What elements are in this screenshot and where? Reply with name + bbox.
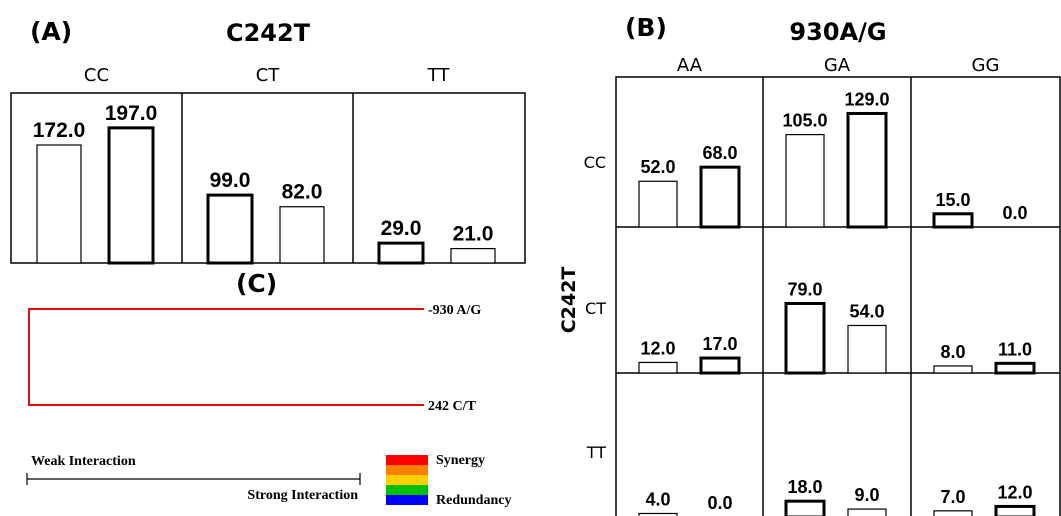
panel-b-row-label: TT <box>586 443 606 462</box>
panel-b-bar <box>932 212 974 229</box>
panel-a-data-label: 172.0 <box>33 119 86 142</box>
legend-color-swatch <box>386 455 428 465</box>
panel-b-data-label: 54.0 <box>849 301 884 321</box>
panel-b-bar <box>784 301 826 375</box>
panel-a-data-label: 82.0 <box>282 181 323 204</box>
panel-a-marks: CC CT TT 172.0 197.0 99.0 82.0 29.0 21.0 <box>33 65 496 265</box>
panel-b: (B) 930A/G C242T AA GA GG CC CT TT 52.0 68.0 105… <box>558 13 1061 516</box>
panel-b-bar <box>784 499 826 516</box>
panel-b-data-label: 7.0 <box>940 487 965 507</box>
panel-b-data-label: 18.0 <box>787 477 822 497</box>
panel-b-frame <box>615 76 1061 516</box>
panel-b-ylabel: C242T <box>558 267 580 334</box>
panel-b-marks: AA GA GG CC CT TT 52.0 68.0 105.0 129.0 15.0 0.0 12.… <box>584 55 1036 516</box>
panel-b-data-label: 68.0 <box>702 143 737 163</box>
legend-color-swatch <box>386 465 428 475</box>
panel-a-title: C242T <box>226 19 311 47</box>
panel-a-bar <box>377 241 425 265</box>
panel-b-bar <box>785 134 825 228</box>
legend-color-swatch <box>386 475 428 485</box>
panel-b-bar <box>699 356 741 375</box>
panel-b-bar <box>699 165 741 229</box>
panel-b-column-label: GG <box>972 55 1000 76</box>
dendrogram-leaf-930: -930 A/G <box>428 303 481 318</box>
interaction-color-legend <box>386 455 428 505</box>
synergy-label: Synergy <box>436 453 485 468</box>
panel-b-bar <box>638 361 678 374</box>
panel-b-data-label: 0.0 <box>1002 203 1027 223</box>
panel-c: (C) -930 A/G 242 C/T Weak Interaction St… <box>26 269 511 508</box>
panel-b-data-label: 12.0 <box>640 338 675 358</box>
panel-a-frame <box>10 92 526 264</box>
panel-b-data-label: 15.0 <box>935 190 970 210</box>
panel-b-data-label: 12.0 <box>997 482 1032 502</box>
panel-a-category-label: CT <box>256 65 281 86</box>
panel-a-data-label: 21.0 <box>453 223 494 246</box>
panel-b-bar <box>994 504 1036 516</box>
panel-b-column-label: AA <box>677 55 703 76</box>
dendrogram-leaf-242: 242 C/T <box>428 399 477 414</box>
panel-b-data-label: 79.0 <box>787 279 822 299</box>
panel-b-data-label: 52.0 <box>640 157 675 177</box>
panel-c-letter: (C) <box>236 269 277 298</box>
panel-b-data-label: 9.0 <box>854 485 879 505</box>
panel-b-data-label: 11.0 <box>998 339 1032 359</box>
panel-b-bar <box>933 510 973 516</box>
panel-a: (A) C242T CC CT TT 172.0 197.0 99.0 82.0 29.0 21… <box>10 17 526 265</box>
panel-a-bar <box>206 193 254 265</box>
panel-b-data-label: 8.0 <box>940 342 965 362</box>
redundancy-label: Redundancy <box>436 493 511 508</box>
panel-a-category-label: CC <box>84 65 109 86</box>
panel-b-data-label: 105.0 <box>782 111 827 131</box>
panel-a-bar <box>279 206 325 264</box>
panel-a-letter: (A) <box>30 17 72 46</box>
panel-a-bar <box>107 126 155 265</box>
panel-b-column-label: GA <box>824 55 851 76</box>
dendrogram-branch <box>28 308 424 406</box>
panel-b-bar <box>847 508 887 516</box>
panel-b-bar <box>933 365 973 374</box>
panel-b-row-label: CC <box>584 153 606 172</box>
panel-b-bar <box>994 361 1036 375</box>
panel-a-data-label: 197.0 <box>105 102 158 125</box>
panel-b-data-label: 4.0 <box>645 489 670 509</box>
panel-b-bar <box>846 111 888 229</box>
panel-b-bar <box>638 512 678 516</box>
legend-color-swatch <box>386 495 428 505</box>
legend-color-swatch <box>386 485 428 495</box>
panel-b-data-label: 0.0 <box>707 493 732 513</box>
panel-b-bar <box>847 324 887 374</box>
strong-interaction-label: Strong Interaction <box>247 488 358 503</box>
panel-b-bar <box>638 180 678 228</box>
panel-b-row-label: CT <box>585 299 606 318</box>
panel-b-letter: (B) <box>625 13 667 42</box>
panel-a-data-label: 99.0 <box>210 169 251 192</box>
panel-a-data-label: 29.0 <box>381 217 422 240</box>
panel-a-bar <box>450 247 496 264</box>
panel-b-data-label: 17.0 <box>702 334 737 354</box>
panel-a-bar <box>36 144 82 264</box>
weak-interaction-label: Weak Interaction <box>31 454 136 469</box>
panel-a-category-label: TT <box>427 65 451 86</box>
panel-b-title: 930A/G <box>789 18 886 46</box>
panel-b-data-label: 129.0 <box>844 89 889 109</box>
